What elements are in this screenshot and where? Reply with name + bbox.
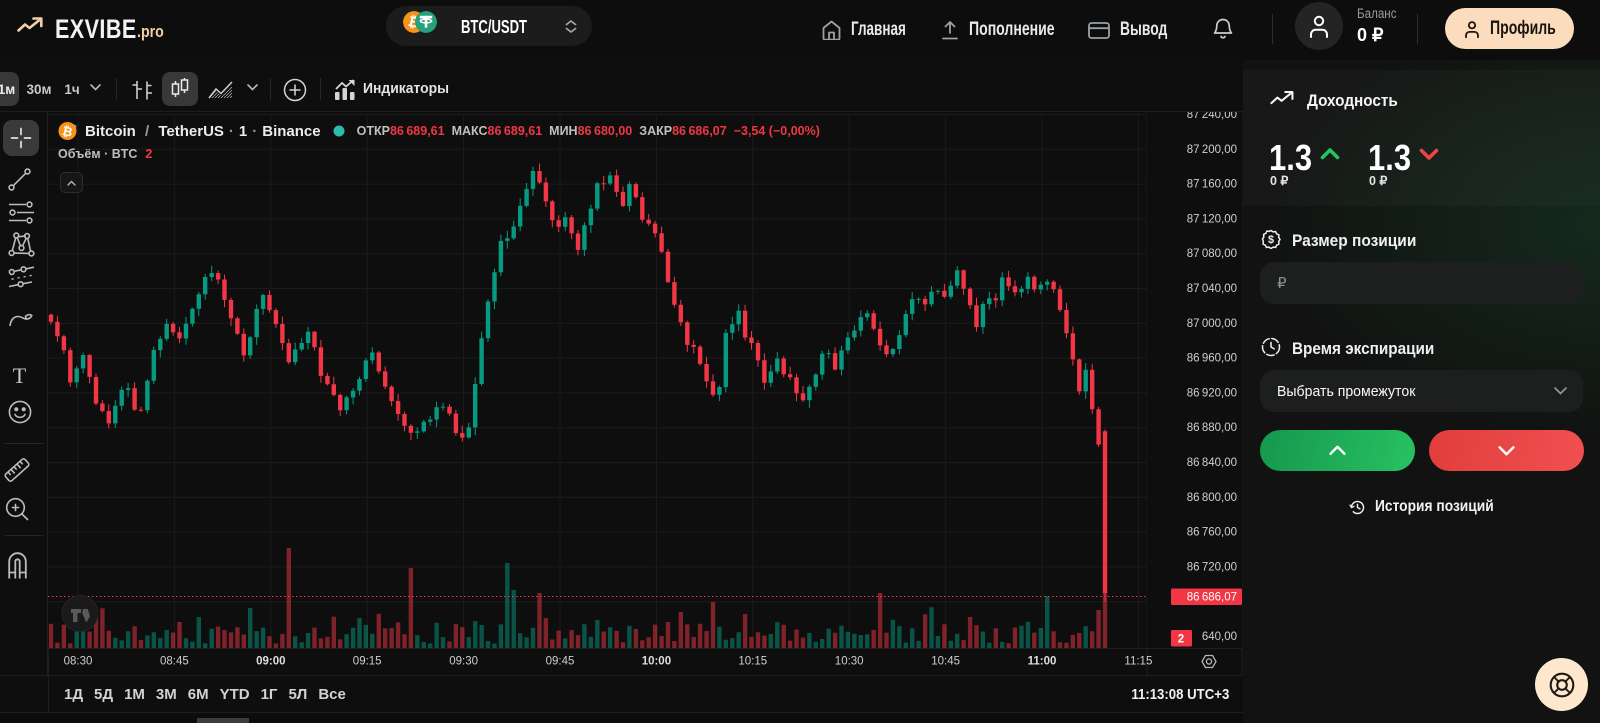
svg-text:$: $ (1268, 234, 1274, 246)
svg-text:86 760,00: 86 760,00 (1187, 527, 1237, 539)
svg-text:87 080,00: 87 080,00 (1187, 248, 1237, 260)
svg-text:86 920,00: 86 920,00 (1187, 387, 1237, 399)
svg-text:09:15: 09:15 (353, 656, 382, 668)
svg-text:86 800,00: 86 800,00 (1187, 492, 1237, 504)
svg-text:87 000,00: 87 000,00 (1187, 318, 1237, 330)
svg-text:08:30: 08:30 (64, 656, 93, 668)
svg-text:10:15: 10:15 (738, 656, 767, 668)
svg-text:87 120,00: 87 120,00 (1187, 213, 1237, 225)
svg-text:09:30: 09:30 (449, 656, 478, 668)
svg-text:87 200,00: 87 200,00 (1187, 144, 1237, 156)
svg-text:10:30: 10:30 (835, 656, 864, 668)
svg-text:2: 2 (1178, 634, 1184, 646)
svg-text:640,00: 640,00 (1202, 631, 1237, 643)
svg-text:86 720,00: 86 720,00 (1187, 561, 1237, 573)
svg-text:11:00: 11:00 (1028, 656, 1057, 668)
svg-text:87 040,00: 87 040,00 (1187, 283, 1237, 295)
svg-text:09:45: 09:45 (546, 656, 575, 668)
svg-text:₿: ₿ (61, 124, 74, 140)
svg-text:86 840,00: 86 840,00 (1187, 457, 1237, 469)
svg-text:87 240,00: 87 240,00 (1187, 112, 1237, 121)
svg-text:08:45: 08:45 (160, 656, 189, 668)
svg-text:10:45: 10:45 (931, 656, 960, 668)
svg-text:86 960,00: 86 960,00 (1187, 353, 1237, 365)
svg-text:86 686,07: 86 686,07 (1187, 592, 1237, 604)
svg-text:10:00: 10:00 (642, 656, 671, 668)
svg-text:87 160,00: 87 160,00 (1187, 179, 1237, 191)
svg-text:11:15: 11:15 (1124, 656, 1152, 668)
svg-text:86 880,00: 86 880,00 (1187, 422, 1237, 434)
svg-text:09:00: 09:00 (256, 656, 285, 668)
